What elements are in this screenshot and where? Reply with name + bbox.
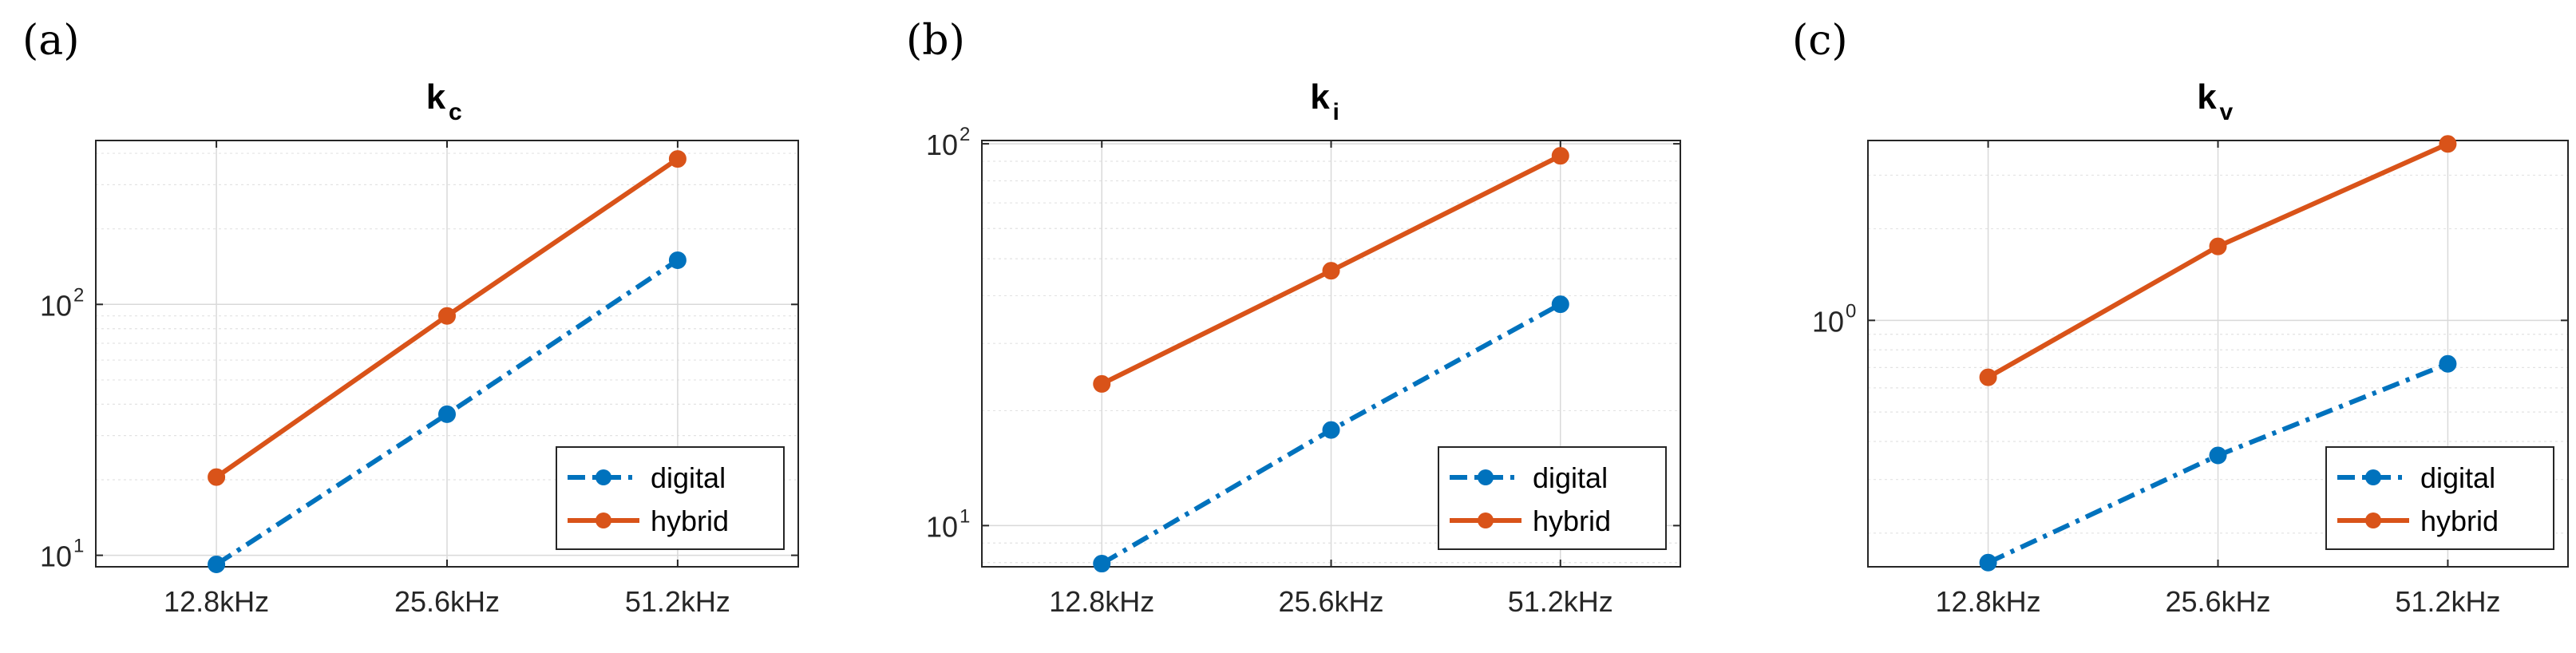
y-tick-exponent: 1 [960, 505, 970, 527]
x-tick-label: 12.8kHz [164, 585, 269, 618]
data-point-hybrid [438, 307, 456, 325]
x-tick-label: 25.6kHz [1278, 585, 1383, 618]
data-point-digital [1551, 295, 1569, 314]
data-point-digital [2439, 354, 2457, 373]
data-point-hybrid [668, 150, 687, 168]
data-point-digital [668, 251, 687, 269]
legend-marker-hybrid [596, 513, 611, 528]
panel-label: (c) [1792, 17, 1848, 65]
x-tick-label: 51.2kHz [625, 585, 730, 618]
legend-label-hybrid: hybrid [1533, 505, 1611, 537]
y-tick-label: 10 [926, 510, 958, 543]
chart-title-subscript: i [1333, 99, 1339, 125]
data-point-hybrid [208, 468, 226, 486]
x-tick-label: 51.2kHz [1508, 585, 1613, 618]
data-point-digital [1093, 555, 1111, 573]
data-point-digital [1979, 553, 1997, 572]
legend-label-digital: digital [651, 461, 726, 494]
x-tick-label: 51.2kHz [2395, 585, 2500, 618]
legend-label-digital: digital [2420, 461, 2495, 494]
chart-title: k [2197, 77, 2217, 117]
y-tick-label: 10 [926, 129, 958, 161]
panel-label: (a) [22, 17, 80, 65]
legend-marker-hybrid [1478, 513, 1494, 528]
y-tick-label: 10 [40, 289, 72, 322]
y-tick-exponent: 2 [73, 284, 84, 306]
legend-label-digital: digital [1533, 461, 1608, 494]
data-point-hybrid [1551, 147, 1569, 165]
chart-title-subscript: c [449, 99, 462, 125]
data-point-digital [2209, 446, 2227, 465]
y-tick-exponent: 0 [1846, 300, 1856, 322]
y-tick-label: 10 [1812, 305, 1844, 338]
legend-marker-digital [2365, 469, 2381, 485]
data-point-digital [1322, 421, 1340, 439]
legend-marker-digital [1478, 469, 1494, 485]
chart-title-subscript: v [2220, 99, 2234, 125]
legend-marker-digital [596, 469, 611, 485]
chart-panel-2: (c) k v 12.8kHz 25.6kHz 51.2kHz 10 0 digital hybr… [1792, 17, 2569, 618]
chart-title: k [426, 77, 446, 117]
panel-label: (b) [906, 17, 965, 65]
x-tick-label: 12.8kHz [1049, 585, 1154, 618]
legend-label-hybrid: hybrid [2420, 505, 2499, 537]
data-point-hybrid [1322, 262, 1340, 280]
data-point-digital [208, 555, 226, 573]
legend-box [556, 446, 785, 550]
x-tick-label: 12.8kHz [1936, 585, 2041, 618]
x-tick-label: 25.6kHz [394, 585, 500, 618]
legend-box [2325, 446, 2554, 550]
data-point-hybrid [1979, 368, 1997, 386]
data-point-hybrid [1093, 374, 1111, 393]
data-point-hybrid [2439, 135, 2457, 153]
legend-marker-hybrid [2365, 513, 2381, 528]
x-tick-label: 25.6kHz [2165, 585, 2270, 618]
chart-title: k [1310, 77, 1330, 117]
y-tick-label: 10 [40, 540, 72, 573]
y-tick-exponent: 1 [73, 536, 84, 557]
y-tick-exponent: 2 [960, 124, 970, 145]
data-point-hybrid [2209, 237, 2227, 255]
data-point-digital [438, 405, 456, 423]
legend-box [1438, 446, 1667, 550]
legend-label-hybrid: hybrid [651, 505, 729, 537]
